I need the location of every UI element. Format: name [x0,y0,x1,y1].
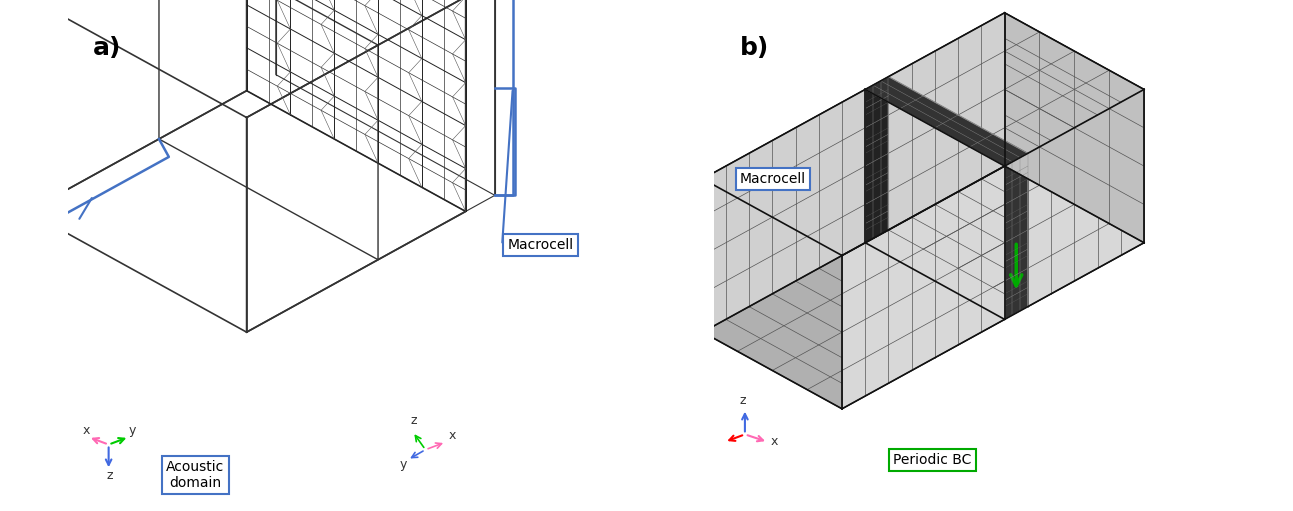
Text: Acoustic
domain: Acoustic domain [167,460,225,491]
Text: x: x [83,424,91,437]
Text: a): a) [93,36,122,60]
Polygon shape [865,77,1028,166]
Text: y: y [129,424,137,437]
Polygon shape [1005,153,1028,319]
Text: z: z [740,393,746,407]
Text: Macrocell: Macrocell [507,238,573,252]
Polygon shape [888,166,1144,307]
Text: Periodic BC: Periodic BC [893,453,971,467]
Text: z: z [106,469,112,482]
Polygon shape [888,13,1005,230]
Polygon shape [1028,89,1144,307]
Text: x: x [771,434,778,448]
Polygon shape [702,89,1005,256]
Polygon shape [1005,13,1144,243]
Polygon shape [702,243,1005,409]
Polygon shape [888,13,1144,153]
Polygon shape [842,166,1005,409]
Polygon shape [702,89,865,332]
Text: x: x [449,429,456,443]
Text: y: y [400,457,407,471]
Polygon shape [865,77,888,243]
Text: b): b) [740,36,769,60]
Text: Macrocell: Macrocell [740,172,806,186]
Text: z: z [410,414,416,427]
